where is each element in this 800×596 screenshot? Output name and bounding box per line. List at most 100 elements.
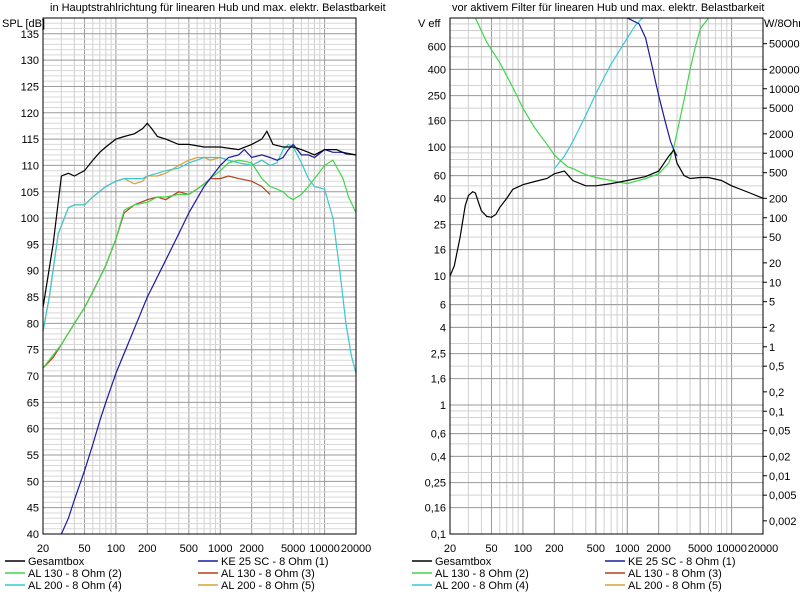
y-tick-label: 10 <box>434 271 446 283</box>
y-tick-label: 120 <box>21 108 39 120</box>
series-line <box>43 122 356 308</box>
y-tick-label: 100 <box>21 213 39 225</box>
x-tick-label: 20000 <box>341 543 372 555</box>
legend-entry: Gesamtbox <box>28 556 85 568</box>
right-y2-tick-labels: 0,002 0,005 0,01 0,02 0,05 0,1 0,2 0,5 1 2 5 10 20 50… <box>763 39 800 528</box>
y2-tick-label: 20000 <box>769 64 800 76</box>
y2-tick-label: 0,05 <box>769 426 790 438</box>
y-tick-label: 4 <box>440 322 446 334</box>
x-tick-label: 10000 <box>309 543 340 555</box>
y2-tick-label: 0,2 <box>769 387 784 399</box>
x-tick-label: 50 <box>78 543 90 555</box>
left-chart-grid <box>42 17 357 535</box>
right-chart-series <box>450 18 763 277</box>
x-tick-label: 1000 <box>615 543 639 555</box>
x-tick-label: 500 <box>180 543 198 555</box>
legend-entry: AL 200 - 8 Ohm (5) <box>628 580 722 592</box>
y-tick-label: 80 <box>27 318 39 330</box>
y-tick-label: 60 <box>27 424 39 436</box>
x-tick-label: 20000 <box>748 543 779 555</box>
y-tick-label: 100 <box>428 142 446 154</box>
y2-tick-label: 2000 <box>769 129 793 141</box>
x-tick-label: 200 <box>138 543 156 555</box>
right-chart-title: vor aktivem Filter für linearen Hub und … <box>452 2 764 14</box>
legend-entry: KE 25 SC - 8 Ohm (1) <box>628 556 736 568</box>
y2-tick-label: 50000 <box>769 39 800 51</box>
y-tick-label: 70 <box>27 371 39 383</box>
series-line <box>450 148 763 277</box>
series-line <box>474 18 709 185</box>
y-tick-label: 125 <box>21 81 39 93</box>
x-tick-label: 500 <box>587 543 605 555</box>
y-tick-label: 16 <box>434 245 446 257</box>
y2-tick-label: 5 <box>769 297 775 309</box>
x-tick-label: 2000 <box>646 543 670 555</box>
left-plot-frame <box>42 17 357 535</box>
y-tick-label: 250 <box>428 91 446 103</box>
series-line <box>553 18 643 169</box>
y-tick-label: 90 <box>27 266 39 278</box>
x-tick-label: 100 <box>107 543 125 555</box>
legend-entry: KE 25 SC - 8 Ohm (1) <box>221 556 329 568</box>
right-x-tick-labels: 20 50 100 200 500 1000 2000 5000 10000 20000 <box>444 543 778 555</box>
y-tick-label: 55 <box>27 450 39 462</box>
y-tick-label: 65 <box>27 397 39 409</box>
y2-tick-label: 0,02 <box>769 451 790 463</box>
legend-entry: Gesamtbox <box>435 556 492 568</box>
y-tick-label: 0,1 <box>431 529 446 541</box>
y2-tick-label: 0,002 <box>769 516 797 528</box>
series-line <box>627 18 678 157</box>
left-y-tick-labels: 40 45 50 55 60 65 70 75 80 85 90 95 100 105 110 115 120 1… <box>21 29 39 541</box>
y-tick-label: 75 <box>27 345 39 357</box>
y-tick-label: 0,6 <box>431 429 446 441</box>
y-tick-label: 110 <box>21 160 39 172</box>
legend-entry: AL 200 - 8 Ohm (4) <box>435 580 529 592</box>
y-tick-label: 0,25 <box>425 478 446 490</box>
y2-tick-label: 2 <box>769 322 775 334</box>
y2-tick-label: 0,005 <box>769 490 797 502</box>
y2-tick-label: 0,01 <box>769 471 790 483</box>
y-tick-label: 40 <box>434 193 446 205</box>
left-x-tick-labels: 20 50 100 200 500 1000 2000 5000 10000 20000 <box>37 543 371 555</box>
x-tick-label: 100 <box>514 543 532 555</box>
series-line <box>43 143 356 374</box>
left-chart-title: in Hauptstrahlrichtung für linearen Hub … <box>50 2 386 14</box>
y2-tick-label: 200 <box>769 193 787 205</box>
y2-tick-label: 5000 <box>769 103 793 115</box>
y-tick-label: 0,4 <box>431 451 446 463</box>
series-line <box>43 159 356 369</box>
y2-tick-label: 100 <box>769 213 787 225</box>
y-tick-label: 135 <box>21 29 39 41</box>
right-plot-frame <box>449 17 764 535</box>
y2-tick-label: 10000 <box>769 84 800 96</box>
x-tick-label: 1000 <box>208 543 232 555</box>
x-tick-label: 20 <box>37 543 49 555</box>
y-tick-label: 50 <box>27 476 39 488</box>
y-tick-label: 105 <box>21 187 39 199</box>
y2-tick-label: 1 <box>769 342 775 354</box>
y-tick-label: 2,5 <box>431 349 446 361</box>
x-tick-label: 2000 <box>239 543 263 555</box>
y2-tick-label: 500 <box>769 168 787 180</box>
y-tick-label: 1 <box>440 400 446 412</box>
y-tick-label: 115 <box>21 134 39 146</box>
y-tick-label: 130 <box>21 55 39 67</box>
x-tick-label: 200 <box>545 543 563 555</box>
y2-tick-label: 0,1 <box>769 406 784 418</box>
legend-entry: AL 130 - 8 Ohm (3) <box>221 568 315 580</box>
y-tick-label: 6 <box>440 300 446 312</box>
y2-tick-label: 0,5 <box>769 361 784 373</box>
left-y-axis-label: SPL [dB] <box>2 18 45 30</box>
y-tick-label: 600 <box>428 42 446 54</box>
x-tick-label: 50 <box>485 543 497 555</box>
x-tick-label: 10000 <box>716 543 747 555</box>
x-tick-label: 5000 <box>281 543 305 555</box>
right-chart-grid <box>449 18 764 535</box>
right-legend: Gesamtbox KE 25 SC - 8 Ohm (1)AL 130 - 8 … <box>412 556 736 592</box>
legend-entry: AL 130 - 8 Ohm (3) <box>628 568 722 580</box>
y-tick-label: 1,6 <box>431 374 446 386</box>
y-tick-label: 160 <box>428 116 446 128</box>
